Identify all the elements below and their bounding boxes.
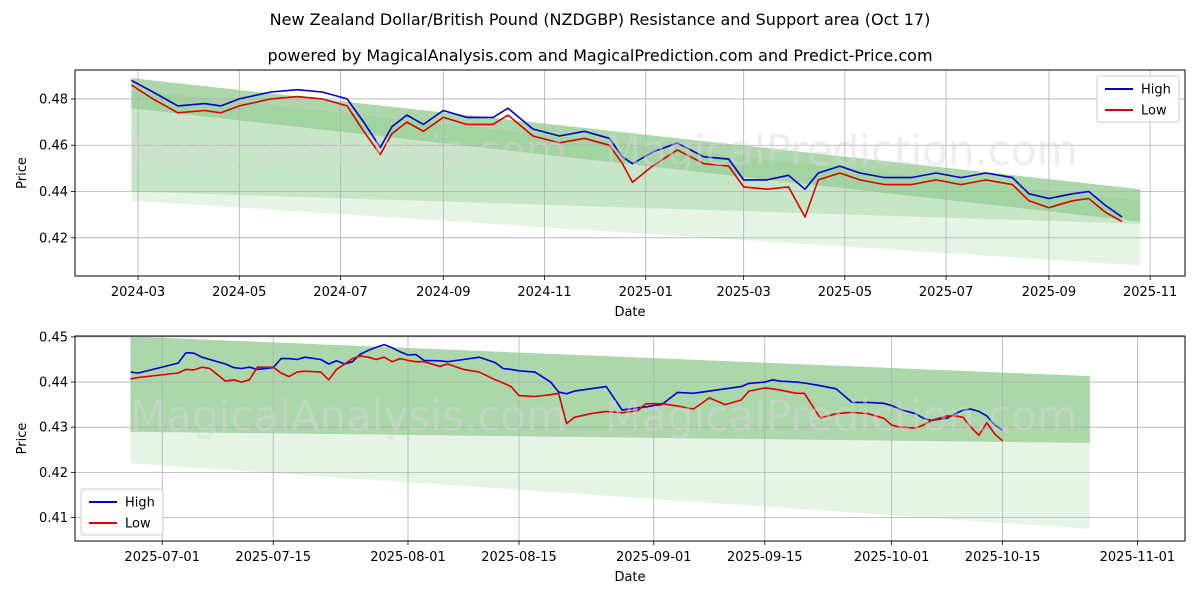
legend-label-high: High [125, 496, 155, 511]
chart-panel-1: 2024-03 2024-05 2024-07 2024-09 2024-11 2025-… [15, 69, 1186, 320]
x-tick-label: 2025-09 [1022, 285, 1076, 300]
y-tick-label: 0.48 [39, 92, 68, 107]
x-axis-label: Date [614, 570, 645, 585]
band-pale-1 [130, 336, 1090, 529]
x-tick-label: 2025-07-15 [235, 550, 311, 565]
legend: High Low [1096, 75, 1180, 123]
x-tick-label: 2024-05 [212, 285, 266, 300]
plot-frame [74, 69, 1186, 277]
band-light-1 [131, 89, 1141, 224]
bands [130, 336, 1090, 529]
x-tick-label: 2025-07 [919, 285, 973, 300]
chart-title: New Zealand Dollar/British Pound (NZDGBP… [269, 10, 931, 29]
legend: High Low [80, 488, 164, 536]
series-line-low [130, 84, 1123, 223]
x-tick-label: 2025-08-15 [481, 550, 557, 565]
y-tick-label: 0.46 [39, 139, 68, 154]
plot-frame [74, 335, 1186, 542]
x-tick-label: 2024-11 [517, 285, 571, 300]
x-axis-label: Date [614, 305, 645, 320]
watermark-text: MagicalAnalysis.com [130, 126, 567, 175]
x-tick-label: 2025-08-01 [370, 550, 446, 565]
watermark-text: MagicalPrediction.com [605, 391, 1078, 440]
y-tick-label: 0.42 [39, 231, 68, 246]
series-line-high [131, 79, 1123, 218]
x-tick-label: 2025-10-15 [965, 550, 1041, 565]
y-tick-label: 0.42 [39, 466, 68, 481]
chart-subtitle: powered by MagicalAnalysis.com and Magic… [267, 46, 933, 65]
x-tick-label: 2024-03 [111, 285, 165, 300]
x-tick-label: 2025-05 [818, 285, 872, 300]
x-tick-label: 2024-07 [313, 285, 367, 300]
x-tick-label: 2025-03 [716, 285, 770, 300]
x-tick-label: 2025-01 [619, 285, 673, 300]
x-tick-label: 2025-07-01 [124, 550, 200, 565]
legend-label-low: Low [125, 517, 151, 532]
legend-label-low: Low [1141, 104, 1167, 119]
band-dark-0 [131, 78, 1141, 222]
watermark-text: MagicalPrediction.com [605, 126, 1078, 175]
chart-panel-2: 2025-07-01 2025-07-15 2025-08-01 2025-08-15… [15, 330, 1186, 585]
series-line-high [130, 343, 1004, 432]
x-tick-label: 2024-09 [416, 285, 470, 300]
x-tick-label: 2025-09-01 [616, 550, 692, 565]
legend-label-high: High [1141, 83, 1171, 98]
y-axis-label: Price [15, 157, 30, 189]
x-tick-label: 2025-11-01 [1100, 550, 1176, 565]
series-lines [130, 343, 1004, 442]
band-dark-0 [130, 336, 1090, 444]
watermark-text: MagicalAnalysis.com [130, 391, 567, 440]
y-tick-label: 0.43 [39, 421, 68, 436]
y-axis-label: Price [15, 423, 30, 455]
bands [131, 78, 1141, 266]
series-line-low [130, 355, 1004, 442]
x-tick-label: 2025-09-15 [727, 550, 803, 565]
y-tick-label: 0.41 [39, 511, 68, 526]
band-pale-2 [131, 78, 1141, 266]
x-tick-label: 2025-10-01 [854, 550, 930, 565]
y-tick-label: 0.44 [39, 185, 68, 200]
y-tick-label: 0.45 [39, 330, 68, 345]
x-tick-label: 2025-11 [1123, 285, 1177, 300]
series-lines [130, 79, 1123, 223]
y-tick-label: 0.44 [39, 376, 68, 391]
